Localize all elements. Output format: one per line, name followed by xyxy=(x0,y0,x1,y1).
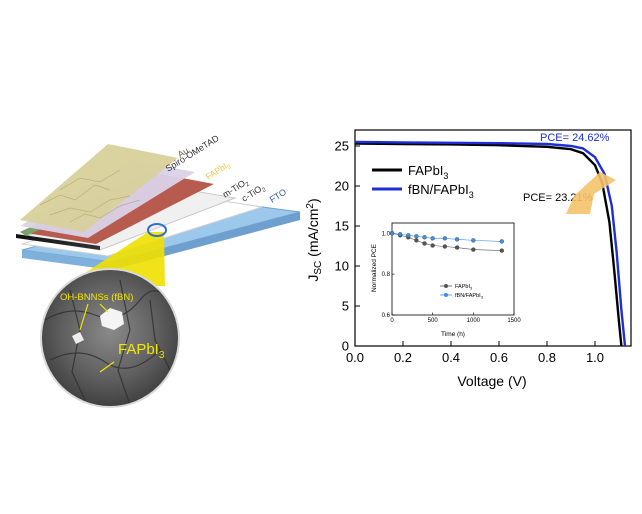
series-point-1 xyxy=(471,238,476,243)
y-tick-label: 20 xyxy=(335,179,349,194)
series-point-1 xyxy=(430,236,435,241)
series-line-0 xyxy=(391,232,502,251)
grain-texture xyxy=(39,169,141,223)
series-point-1 xyxy=(397,232,403,237)
stability-inset-chart: 0 500 1000 1500 0.6 0.8 1.0 Time (h) Normalize… xyxy=(371,222,522,338)
series-line-1 xyxy=(354,140,627,347)
sem-arrow-fbn-2 xyxy=(99,303,109,313)
layer-label-fto: FTO xyxy=(268,187,288,205)
jv-chart: 0.0 0.2 0.4 0.6 0.8 1.0 0 5 10 15 20 25 FAPbI3 fBN/… xyxy=(305,129,632,389)
series-point-1 xyxy=(442,236,448,241)
series-point-0 xyxy=(454,245,460,250)
y-tick-label: 10 xyxy=(335,259,349,274)
jv-legend: FAPbI3 fBN/FAPbI3 xyxy=(372,163,474,200)
inset-xlabel: Time (h) xyxy=(441,331,465,338)
legend-label-fbn: fBN/FAPbI3 xyxy=(408,182,474,200)
series-point-0 xyxy=(471,247,476,252)
y-tick-label: 1.0 xyxy=(382,231,391,237)
x-tick-label: 0.4 xyxy=(442,350,460,365)
inset-ylabel: Normalized PCE xyxy=(371,243,378,292)
series-point-0 xyxy=(422,241,427,246)
layer-base-black xyxy=(16,234,100,250)
sem-arrow-fbn xyxy=(79,303,89,331)
series-point-0 xyxy=(499,248,504,253)
jv-ticks: 0.0 0.2 0.4 0.6 0.8 1.0 0 5 10 15 20 25 xyxy=(335,139,605,365)
x-tick-label: 0.8 xyxy=(538,350,556,365)
series-point-0 xyxy=(414,238,419,243)
inset-legend-marker-fbn xyxy=(444,293,448,297)
series-point-1 xyxy=(414,234,419,239)
inset-ticks: 0 500 1000 1500 0.6 0.8 1.0 xyxy=(382,231,522,324)
y-tick-label: 0.6 xyxy=(382,313,391,319)
inset-legend-label-fbn: fBN/FAPbI3 xyxy=(455,293,484,300)
layer-au xyxy=(20,144,178,232)
series-point-0 xyxy=(442,244,448,249)
series-line-1 xyxy=(391,232,502,242)
jv-plot-frame xyxy=(354,129,632,347)
y-tick-label: 5 xyxy=(342,299,349,314)
y-tick-label: 15 xyxy=(335,219,349,234)
device-schematic: Au Spiro-OMeTAD FAPbI3 m-TiO2 c-TiO2 FTO… xyxy=(16,133,301,408)
series-point-1 xyxy=(422,235,427,240)
jv-ylabel: JSC (mA/cm2) xyxy=(305,198,324,281)
fbn-flake-small xyxy=(72,332,84,344)
series-point-1 xyxy=(406,233,411,238)
jv-series xyxy=(354,140,627,347)
layer-fto-edge xyxy=(22,250,112,270)
sem-label-fapbi3: FAPbI3 xyxy=(118,341,165,361)
y-tick-label: 0.8 xyxy=(382,272,391,278)
inset-legend-label-fapbi3: FAPbI3 xyxy=(455,284,473,291)
y-tick-label: 0 xyxy=(342,339,349,354)
pce-arrow xyxy=(566,172,616,214)
series-point-1 xyxy=(389,231,395,236)
series-point-1 xyxy=(499,239,504,244)
x-tick-label: 500 xyxy=(428,318,439,324)
inset-legend: FAPbI3 fBN/FAPbI3 xyxy=(440,284,484,300)
series-point-0 xyxy=(430,243,435,248)
annotation-pce-fbn: PCE= 24.62% xyxy=(540,132,610,144)
zoom-circle xyxy=(147,223,167,237)
sem-inset: OH-BNNSs (fBN) FAPbI3 xyxy=(40,268,180,408)
legend-label-fapbi3: FAPbI3 xyxy=(408,163,448,181)
sem-arrow-fapbi3 xyxy=(99,361,115,373)
x-tick-label: 0.2 xyxy=(394,350,412,365)
layer-label-au: Au xyxy=(176,145,191,159)
inset-plot-frame xyxy=(391,222,515,316)
x-tick-label: 0.6 xyxy=(490,350,508,365)
series-point-1 xyxy=(454,237,460,242)
x-tick-label: 0.0 xyxy=(346,350,364,365)
inset-series xyxy=(389,231,504,253)
inset-legend-marker-fapbi3 xyxy=(444,284,448,288)
x-tick-label: 1.0 xyxy=(586,350,604,365)
layer-label-fapbi3: FAPbI3 xyxy=(204,159,233,184)
sem-label-fbn: OH-BNNSs (fBN) xyxy=(60,292,133,303)
x-tick-label: 0 xyxy=(390,318,394,324)
x-tick-label: 1000 xyxy=(467,318,481,324)
jv-xlabel: Voltage (V) xyxy=(457,373,526,389)
x-tick-label: 1500 xyxy=(507,318,521,324)
fbn-flake xyxy=(100,308,124,330)
y-tick-label: 25 xyxy=(335,139,349,154)
series-line-0 xyxy=(354,142,623,347)
